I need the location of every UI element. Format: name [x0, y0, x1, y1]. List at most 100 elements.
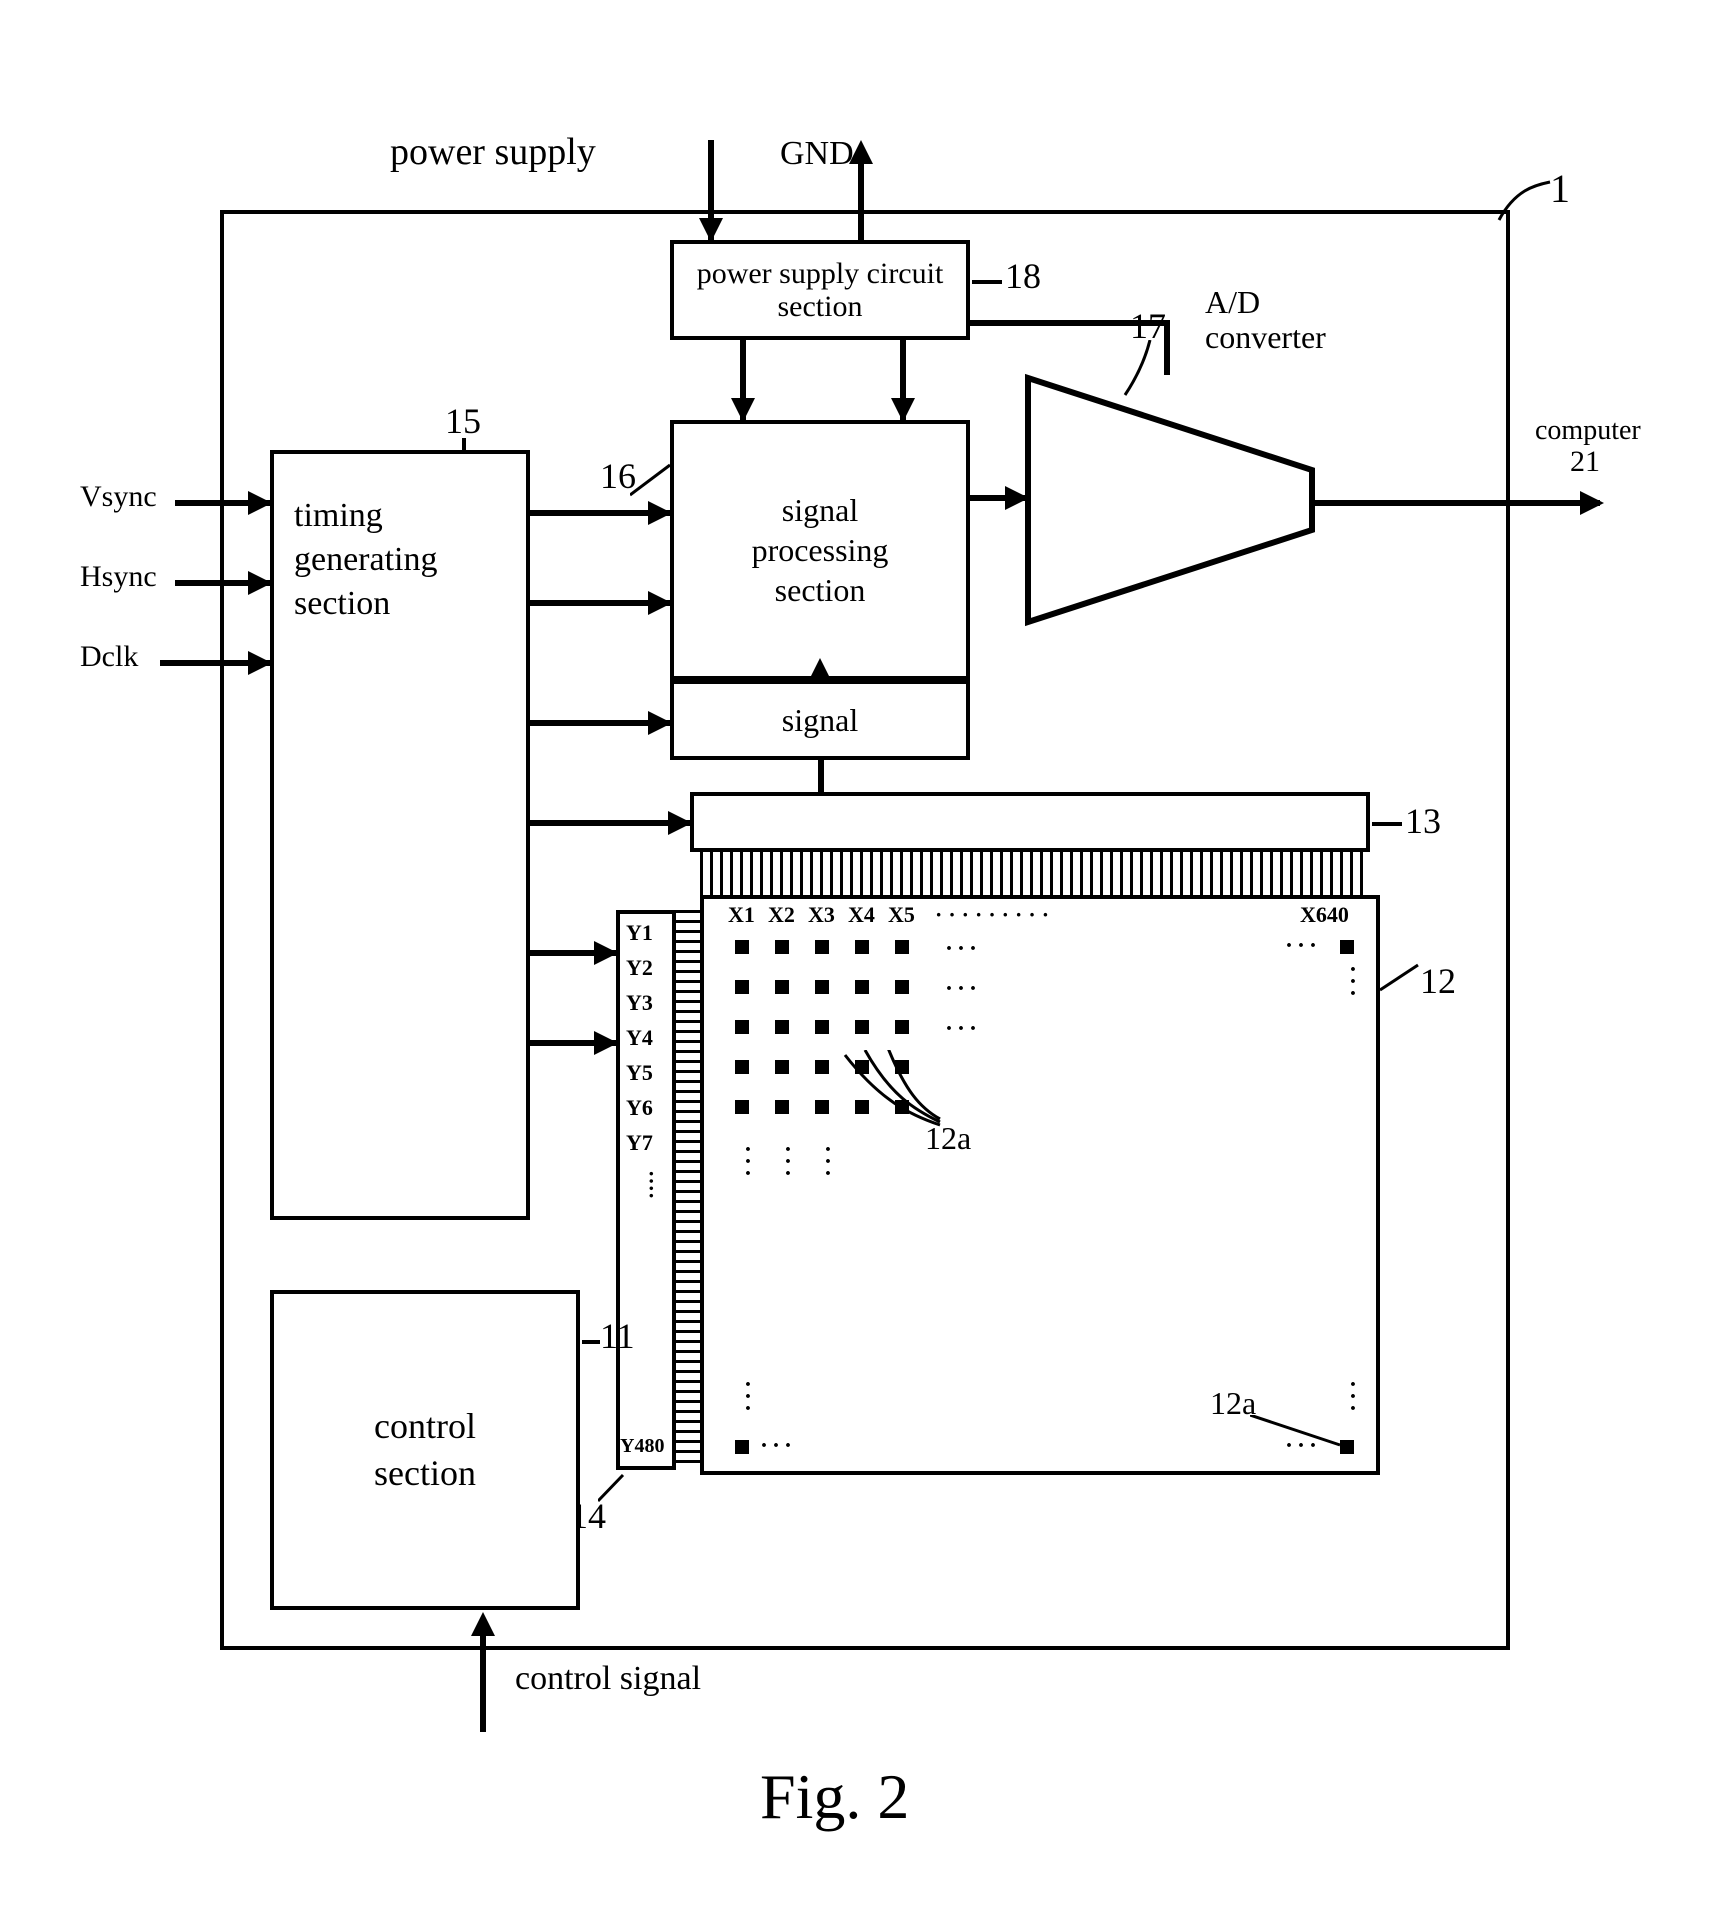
timing-ref: 15 — [445, 400, 481, 442]
gnd-arrow — [849, 140, 873, 164]
tg-colreg-arrow — [668, 811, 692, 835]
tg-colreg-line — [530, 820, 690, 826]
figure-label: Fig. 2 — [760, 1760, 909, 1834]
pixel-ref-1-leader — [840, 1050, 950, 1130]
computer-ref: 21 — [1570, 445, 1600, 479]
row-dots-2: ··· — [945, 976, 981, 1003]
tg-rowreg-arrow-1 — [594, 941, 618, 965]
col-dots-3: ··· — [813, 1145, 840, 1181]
pixel-bl — [735, 1440, 749, 1454]
array-ref: 12 — [1420, 960, 1456, 1002]
signal-processing-section: signal processing section — [670, 420, 970, 680]
tg-buf-arrow — [648, 711, 672, 735]
pixel-cell — [775, 1060, 789, 1074]
y-label-vdots: ···· — [638, 1170, 664, 1199]
rowreg-leader — [598, 1473, 628, 1503]
adc-leader — [1120, 340, 1160, 400]
computer-label: computer — [1535, 415, 1641, 447]
sigproc-leader — [630, 460, 675, 500]
y-label-last: Y480 — [620, 1435, 664, 1458]
y-label-1: Y1 — [626, 920, 653, 946]
y-label-6: Y6 — [626, 1095, 653, 1121]
pixel-cell — [735, 1060, 749, 1074]
tg-rowreg-arrow-2 — [594, 1031, 618, 1055]
power-ref: 18 — [1005, 255, 1041, 297]
bl-dots-u: ··· — [733, 1380, 760, 1416]
pixel-cell — [815, 1060, 829, 1074]
y-label-5: Y5 — [626, 1060, 653, 1086]
pixel-cell — [855, 1020, 869, 1034]
hsync-label: Hsync — [80, 560, 157, 594]
x-label-5: X5 — [888, 902, 915, 928]
x-label-last: X640 — [1300, 902, 1349, 928]
pixel-cell — [775, 980, 789, 994]
control-ref-leader — [582, 1340, 600, 1344]
colreg-ref-leader — [1372, 822, 1402, 826]
timing-generating-section: timing generating section — [270, 450, 530, 1220]
pixel-cell — [735, 1100, 749, 1114]
gnd-line — [858, 162, 864, 242]
rowreg-comb — [676, 910, 700, 1470]
tg-sp-arrow-1 — [648, 501, 672, 525]
pwr-sp-arrow-1 — [731, 398, 755, 422]
x-label-dots: ········· — [935, 902, 1055, 928]
colreg-ref: 13 — [1405, 800, 1441, 842]
pixel-cell — [815, 1100, 829, 1114]
power-supply-label: power supply — [390, 130, 596, 174]
vsync-label: Vsync — [80, 480, 157, 514]
adc-out-line — [1315, 500, 1600, 506]
pixel-cell — [735, 940, 749, 954]
row-dots-1: ··· — [945, 936, 981, 963]
tg-sp-arrow-2 — [648, 591, 672, 615]
timing-ref-leader — [462, 438, 466, 452]
pixel-ref-2-leader — [1250, 1415, 1345, 1455]
control-label: control section — [374, 1403, 476, 1497]
pixel-cell — [895, 980, 909, 994]
pixel-cell — [895, 1020, 909, 1034]
ad-converter — [1020, 370, 1320, 630]
col-dots-2: ··· — [773, 1145, 800, 1181]
pixel-cell — [895, 940, 909, 954]
pixel-cell — [855, 980, 869, 994]
tr-dots-d: ··· — [1338, 965, 1365, 1001]
control-section: control section — [270, 1290, 580, 1610]
buf-colreg-line — [818, 760, 824, 792]
signal-buffer-label: signal — [782, 702, 858, 739]
sigproc-label: signal processing section — [752, 490, 889, 610]
timing-label: timing generating section — [294, 494, 438, 627]
colreg-comb — [700, 852, 1370, 895]
hsync-arrow — [248, 571, 272, 595]
x-label-4: X4 — [848, 902, 875, 928]
y-label-2: Y2 — [626, 955, 653, 981]
pixel-cell — [735, 980, 749, 994]
control-ref: 11 — [600, 1315, 635, 1357]
ctrl-sig-arrow — [471, 1612, 495, 1636]
y-label-4: Y4 — [626, 1025, 653, 1051]
pwr-sp-arrow-2 — [891, 398, 915, 422]
pixel-cell — [815, 940, 829, 954]
supply-arrow — [699, 218, 723, 242]
col-dots-1: ··· — [733, 1145, 760, 1181]
adc-label: A/D converter — [1205, 285, 1326, 355]
x-label-2: X2 — [768, 902, 795, 928]
power-supply-circuit-label: power supply circuit section — [674, 257, 966, 323]
power-supply-circuit-section: power supply circuit section — [670, 240, 970, 340]
pixel-cell — [815, 1020, 829, 1034]
pixel-cell — [775, 1100, 789, 1114]
control-signal-label: control signal — [515, 1660, 701, 1698]
x-label-1: X1 — [728, 902, 755, 928]
br-dots-u: ··· — [1338, 1380, 1365, 1416]
pixel-cell — [855, 940, 869, 954]
column-shift-register — [690, 792, 1370, 852]
diagram-canvas: 1 power supply GND power supply circuit … — [40, 40, 1676, 1883]
pixel-cell — [815, 980, 829, 994]
array-leader — [1378, 960, 1423, 995]
dclk-label: Dclk — [80, 640, 138, 674]
signal-buffer: signal — [670, 680, 970, 760]
row-dots-3: ··· — [945, 1016, 981, 1043]
pixel-tr — [1340, 940, 1354, 954]
buf-sp-arrow — [808, 658, 832, 682]
y-label-7: Y7 — [626, 1130, 653, 1156]
gnd-label: GND — [780, 135, 854, 173]
dclk-arrow — [248, 651, 272, 675]
